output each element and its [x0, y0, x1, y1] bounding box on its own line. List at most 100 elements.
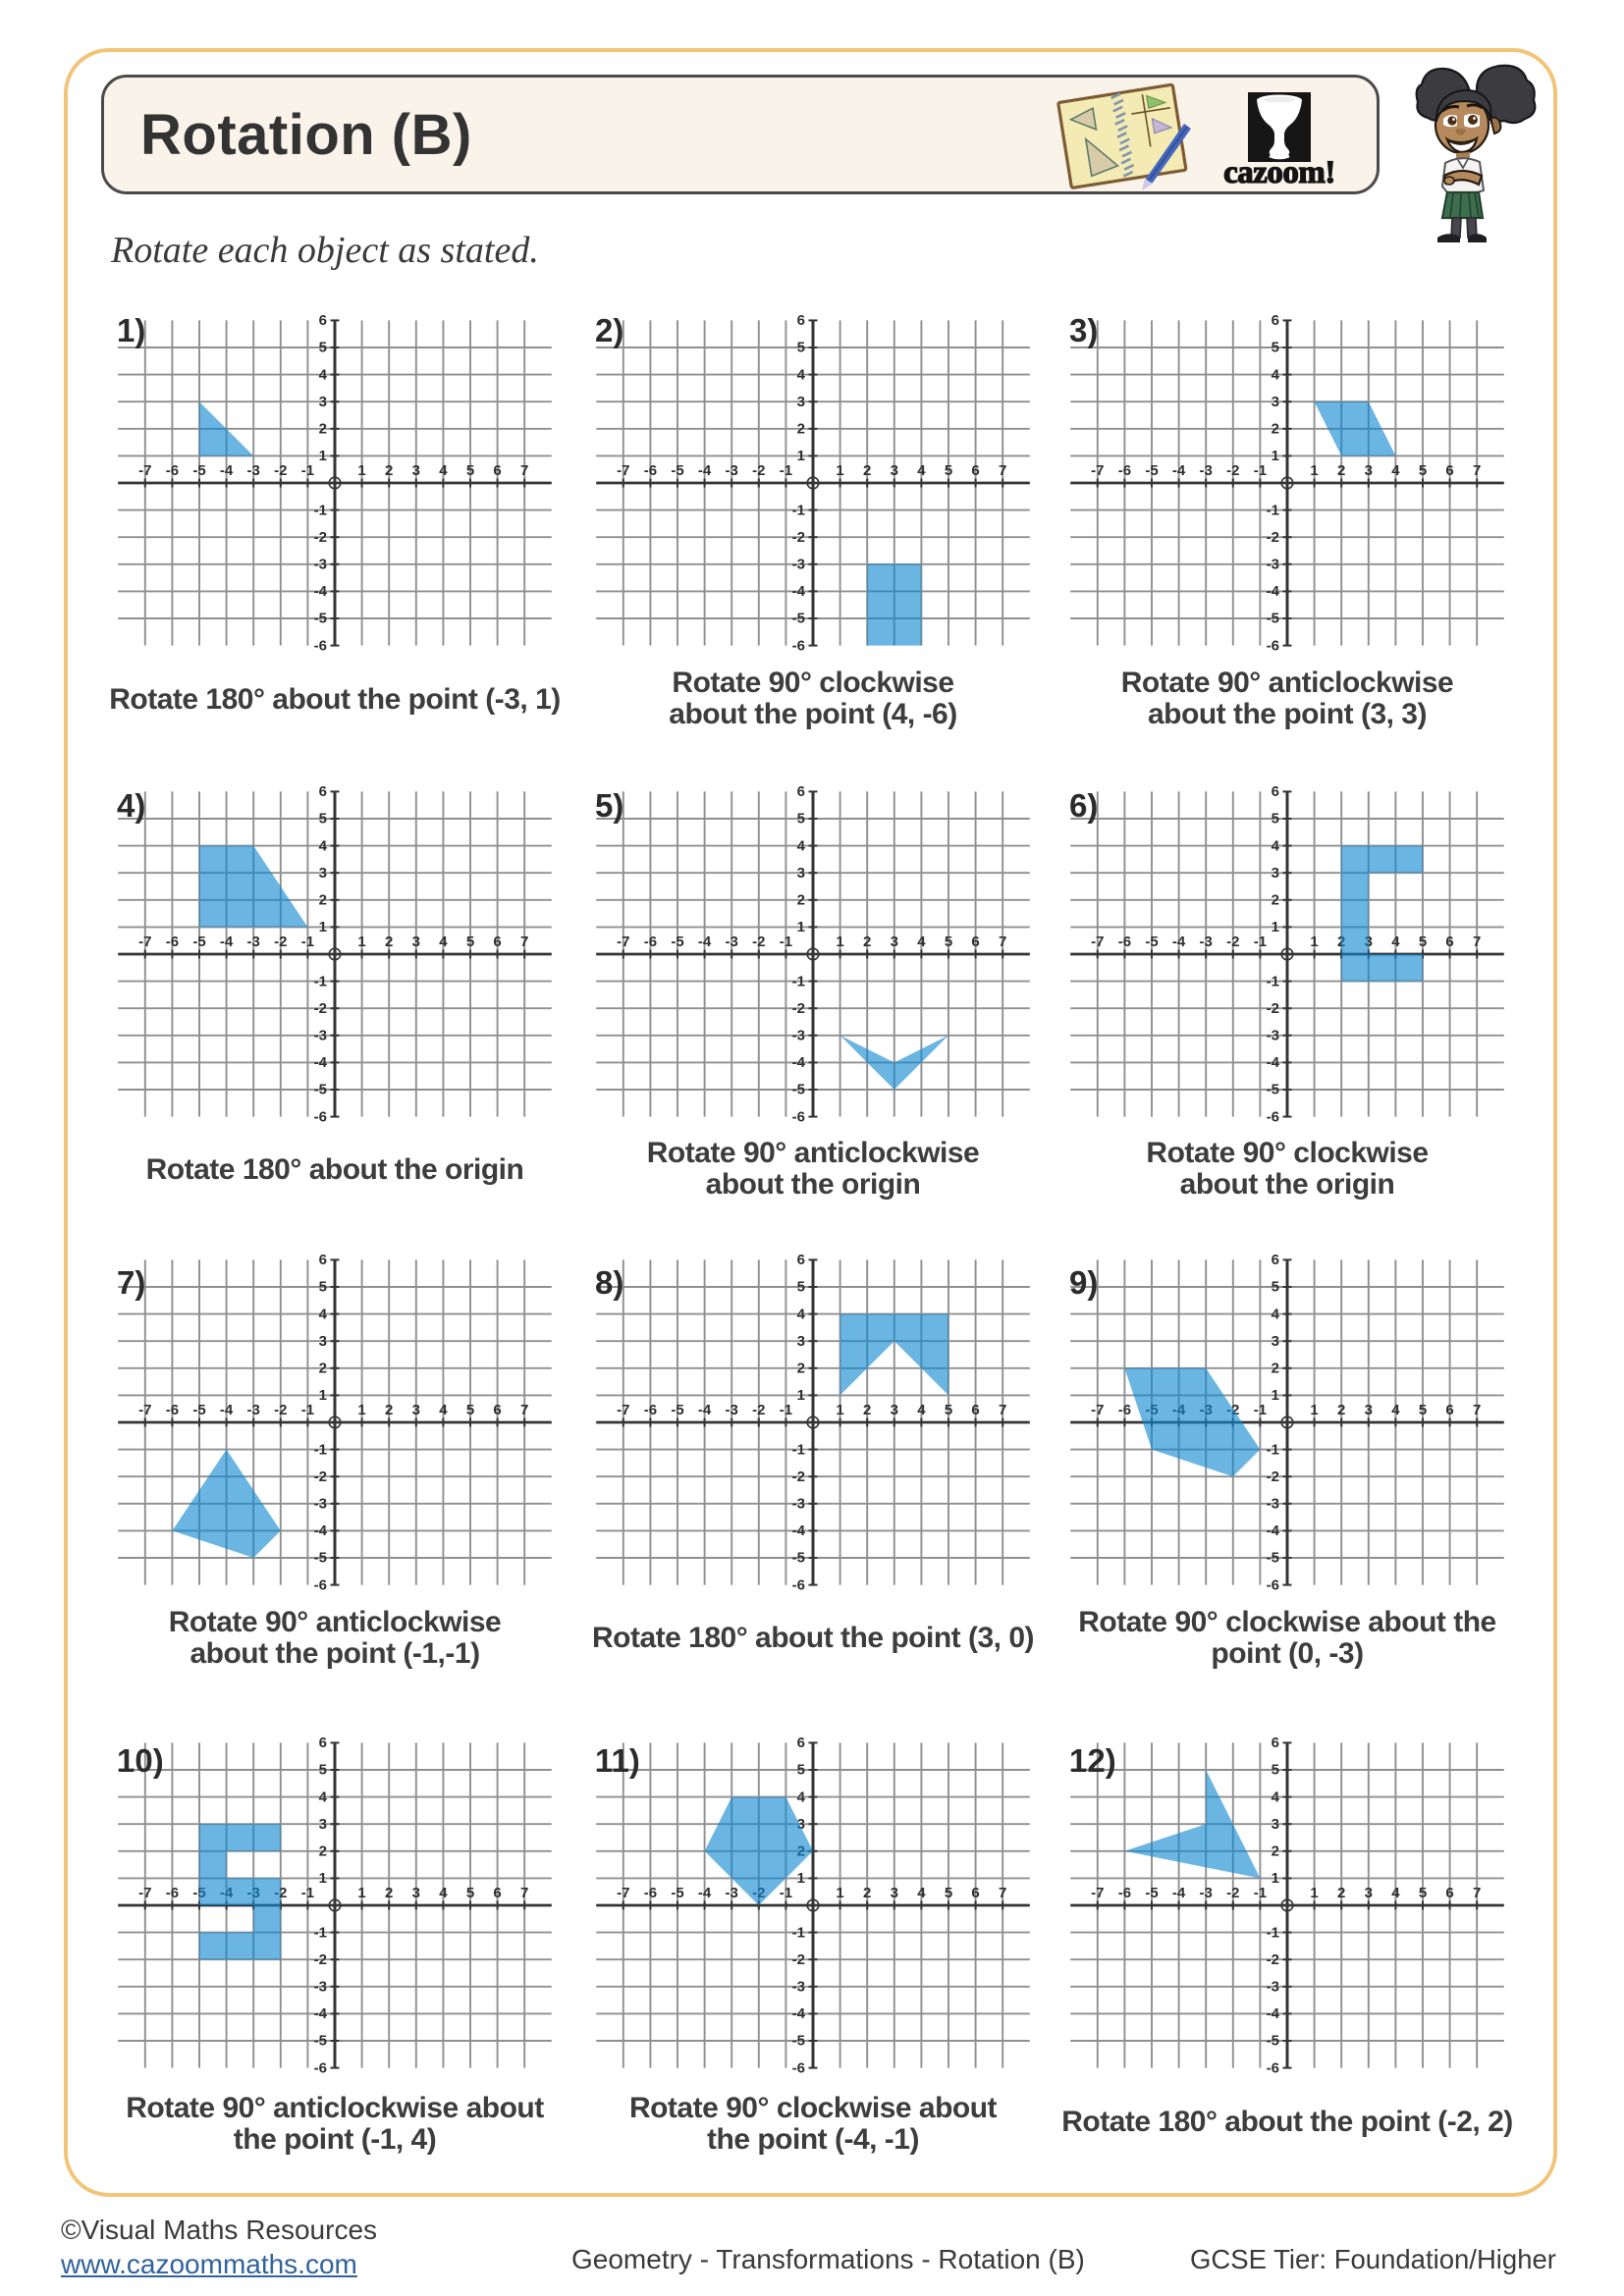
- svg-text:-5: -5: [1267, 611, 1279, 627]
- svg-text:-5: -5: [314, 1549, 327, 1566]
- svg-text:3: 3: [1365, 462, 1373, 479]
- svg-text:5: 5: [944, 1885, 951, 1901]
- svg-text:-5: -5: [1145, 934, 1158, 950]
- svg-text:-3: -3: [247, 934, 260, 950]
- svg-text:6: 6: [493, 1402, 501, 1418]
- svg-text:-5: -5: [314, 1081, 327, 1097]
- svg-text:-6: -6: [166, 934, 179, 950]
- svg-text:-2: -2: [752, 462, 765, 479]
- svg-text:5: 5: [944, 934, 951, 950]
- svg-text:4: 4: [319, 837, 328, 854]
- svg-text:-3: -3: [1200, 462, 1213, 479]
- svg-text:1: 1: [357, 934, 365, 950]
- svg-text:7: 7: [999, 1885, 1006, 1901]
- svg-text:-6: -6: [314, 637, 327, 654]
- svg-text:3: 3: [1272, 1332, 1279, 1349]
- svg-text:-3: -3: [314, 1027, 327, 1043]
- svg-text:2: 2: [319, 1843, 327, 1860]
- svg-text:-2: -2: [791, 1468, 804, 1484]
- svg-text:-6: -6: [166, 462, 179, 479]
- svg-text:2: 2: [1337, 934, 1345, 950]
- svg-text:-4: -4: [1267, 2005, 1280, 2022]
- svg-text:1: 1: [1272, 1387, 1279, 1404]
- svg-text:4: 4: [1272, 1306, 1280, 1322]
- svg-text:2: 2: [1272, 1360, 1279, 1376]
- svg-text:4: 4: [796, 366, 805, 383]
- svg-text:-4: -4: [1267, 1054, 1280, 1071]
- svg-text:4: 4: [917, 1885, 926, 1901]
- svg-text:6: 6: [971, 1885, 979, 1901]
- svg-text:4: 4: [1391, 934, 1400, 950]
- svg-text:2: 2: [863, 1402, 871, 1418]
- svg-text:-4: -4: [220, 934, 234, 950]
- svg-text:-6: -6: [643, 1402, 656, 1418]
- svg-text:1: 1: [1272, 448, 1279, 464]
- svg-text:4: 4: [439, 462, 448, 479]
- svg-text:-5: -5: [671, 1402, 683, 1418]
- svg-text:-7: -7: [1091, 462, 1104, 479]
- svg-text:-4: -4: [1172, 1885, 1186, 1901]
- svg-text:2: 2: [385, 934, 393, 950]
- svg-text:-5: -5: [192, 1402, 205, 1418]
- svg-text:-7: -7: [138, 1885, 151, 1901]
- svg-text:-4: -4: [697, 1885, 711, 1901]
- svg-text:6: 6: [971, 462, 979, 479]
- svg-text:6: 6: [796, 1252, 804, 1268]
- svg-text:-5: -5: [1267, 1081, 1279, 1097]
- svg-text:5: 5: [319, 1278, 327, 1295]
- svg-text:-2: -2: [1267, 529, 1279, 546]
- svg-text:5: 5: [1419, 1885, 1427, 1901]
- svg-text:-7: -7: [1091, 1402, 1104, 1418]
- svg-text:-2: -2: [314, 1951, 327, 1968]
- svg-text:-1: -1: [791, 973, 804, 989]
- svg-text:-3: -3: [791, 1495, 804, 1512]
- svg-text:4: 4: [796, 1789, 805, 1806]
- svg-text:2: 2: [1272, 891, 1279, 908]
- svg-text:-2: -2: [1267, 1951, 1279, 1968]
- svg-text:7: 7: [520, 1402, 528, 1418]
- svg-text:7: 7: [1473, 462, 1481, 479]
- svg-text:7: 7: [999, 1402, 1006, 1418]
- svg-text:-1: -1: [1254, 1402, 1267, 1418]
- svg-text:-5: -5: [314, 611, 327, 627]
- svg-text:1: 1: [319, 1870, 327, 1887]
- svg-text:1: 1: [796, 448, 804, 464]
- svg-text:-3: -3: [1267, 557, 1279, 573]
- svg-text:6: 6: [1272, 783, 1279, 800]
- svg-text:-1: -1: [314, 1925, 327, 1942]
- svg-text:5: 5: [944, 462, 951, 479]
- svg-text:5: 5: [466, 1402, 474, 1418]
- svg-text:-1: -1: [791, 1441, 804, 1458]
- svg-text:-6: -6: [1118, 1402, 1131, 1418]
- svg-text:4: 4: [1391, 1402, 1400, 1418]
- svg-text:-4: -4: [1172, 934, 1186, 950]
- svg-text:2: 2: [385, 1402, 393, 1418]
- svg-text:-1: -1: [314, 502, 327, 518]
- svg-text:3: 3: [796, 864, 804, 881]
- svg-text:3: 3: [1365, 1402, 1373, 1418]
- svg-text:4: 4: [439, 1402, 448, 1418]
- svg-text:-2: -2: [752, 934, 765, 950]
- svg-text:-6: -6: [643, 1885, 656, 1901]
- svg-text:-7: -7: [138, 934, 151, 950]
- svg-text:4: 4: [1272, 837, 1280, 854]
- svg-text:-6: -6: [1118, 462, 1131, 479]
- svg-text:6: 6: [1445, 1402, 1453, 1418]
- svg-text:-7: -7: [617, 934, 629, 950]
- svg-text:3: 3: [319, 394, 327, 410]
- svg-text:3: 3: [1272, 394, 1279, 410]
- svg-text:-6: -6: [314, 1108, 327, 1125]
- svg-text:-3: -3: [725, 462, 737, 479]
- svg-text:-4: -4: [791, 2005, 805, 2022]
- svg-text:-3: -3: [725, 1885, 737, 1901]
- svg-text:7: 7: [999, 934, 1006, 950]
- svg-text:6: 6: [1272, 1252, 1279, 1268]
- svg-text:-1: -1: [314, 973, 327, 989]
- svg-text:-5: -5: [1267, 2033, 1279, 2050]
- svg-text:-1: -1: [779, 934, 791, 950]
- svg-text:2: 2: [1337, 462, 1345, 479]
- svg-text:6: 6: [1445, 1885, 1453, 1901]
- svg-text:-6: -6: [1118, 934, 1131, 950]
- svg-text:-2: -2: [752, 1402, 765, 1418]
- svg-text:1: 1: [1272, 919, 1279, 935]
